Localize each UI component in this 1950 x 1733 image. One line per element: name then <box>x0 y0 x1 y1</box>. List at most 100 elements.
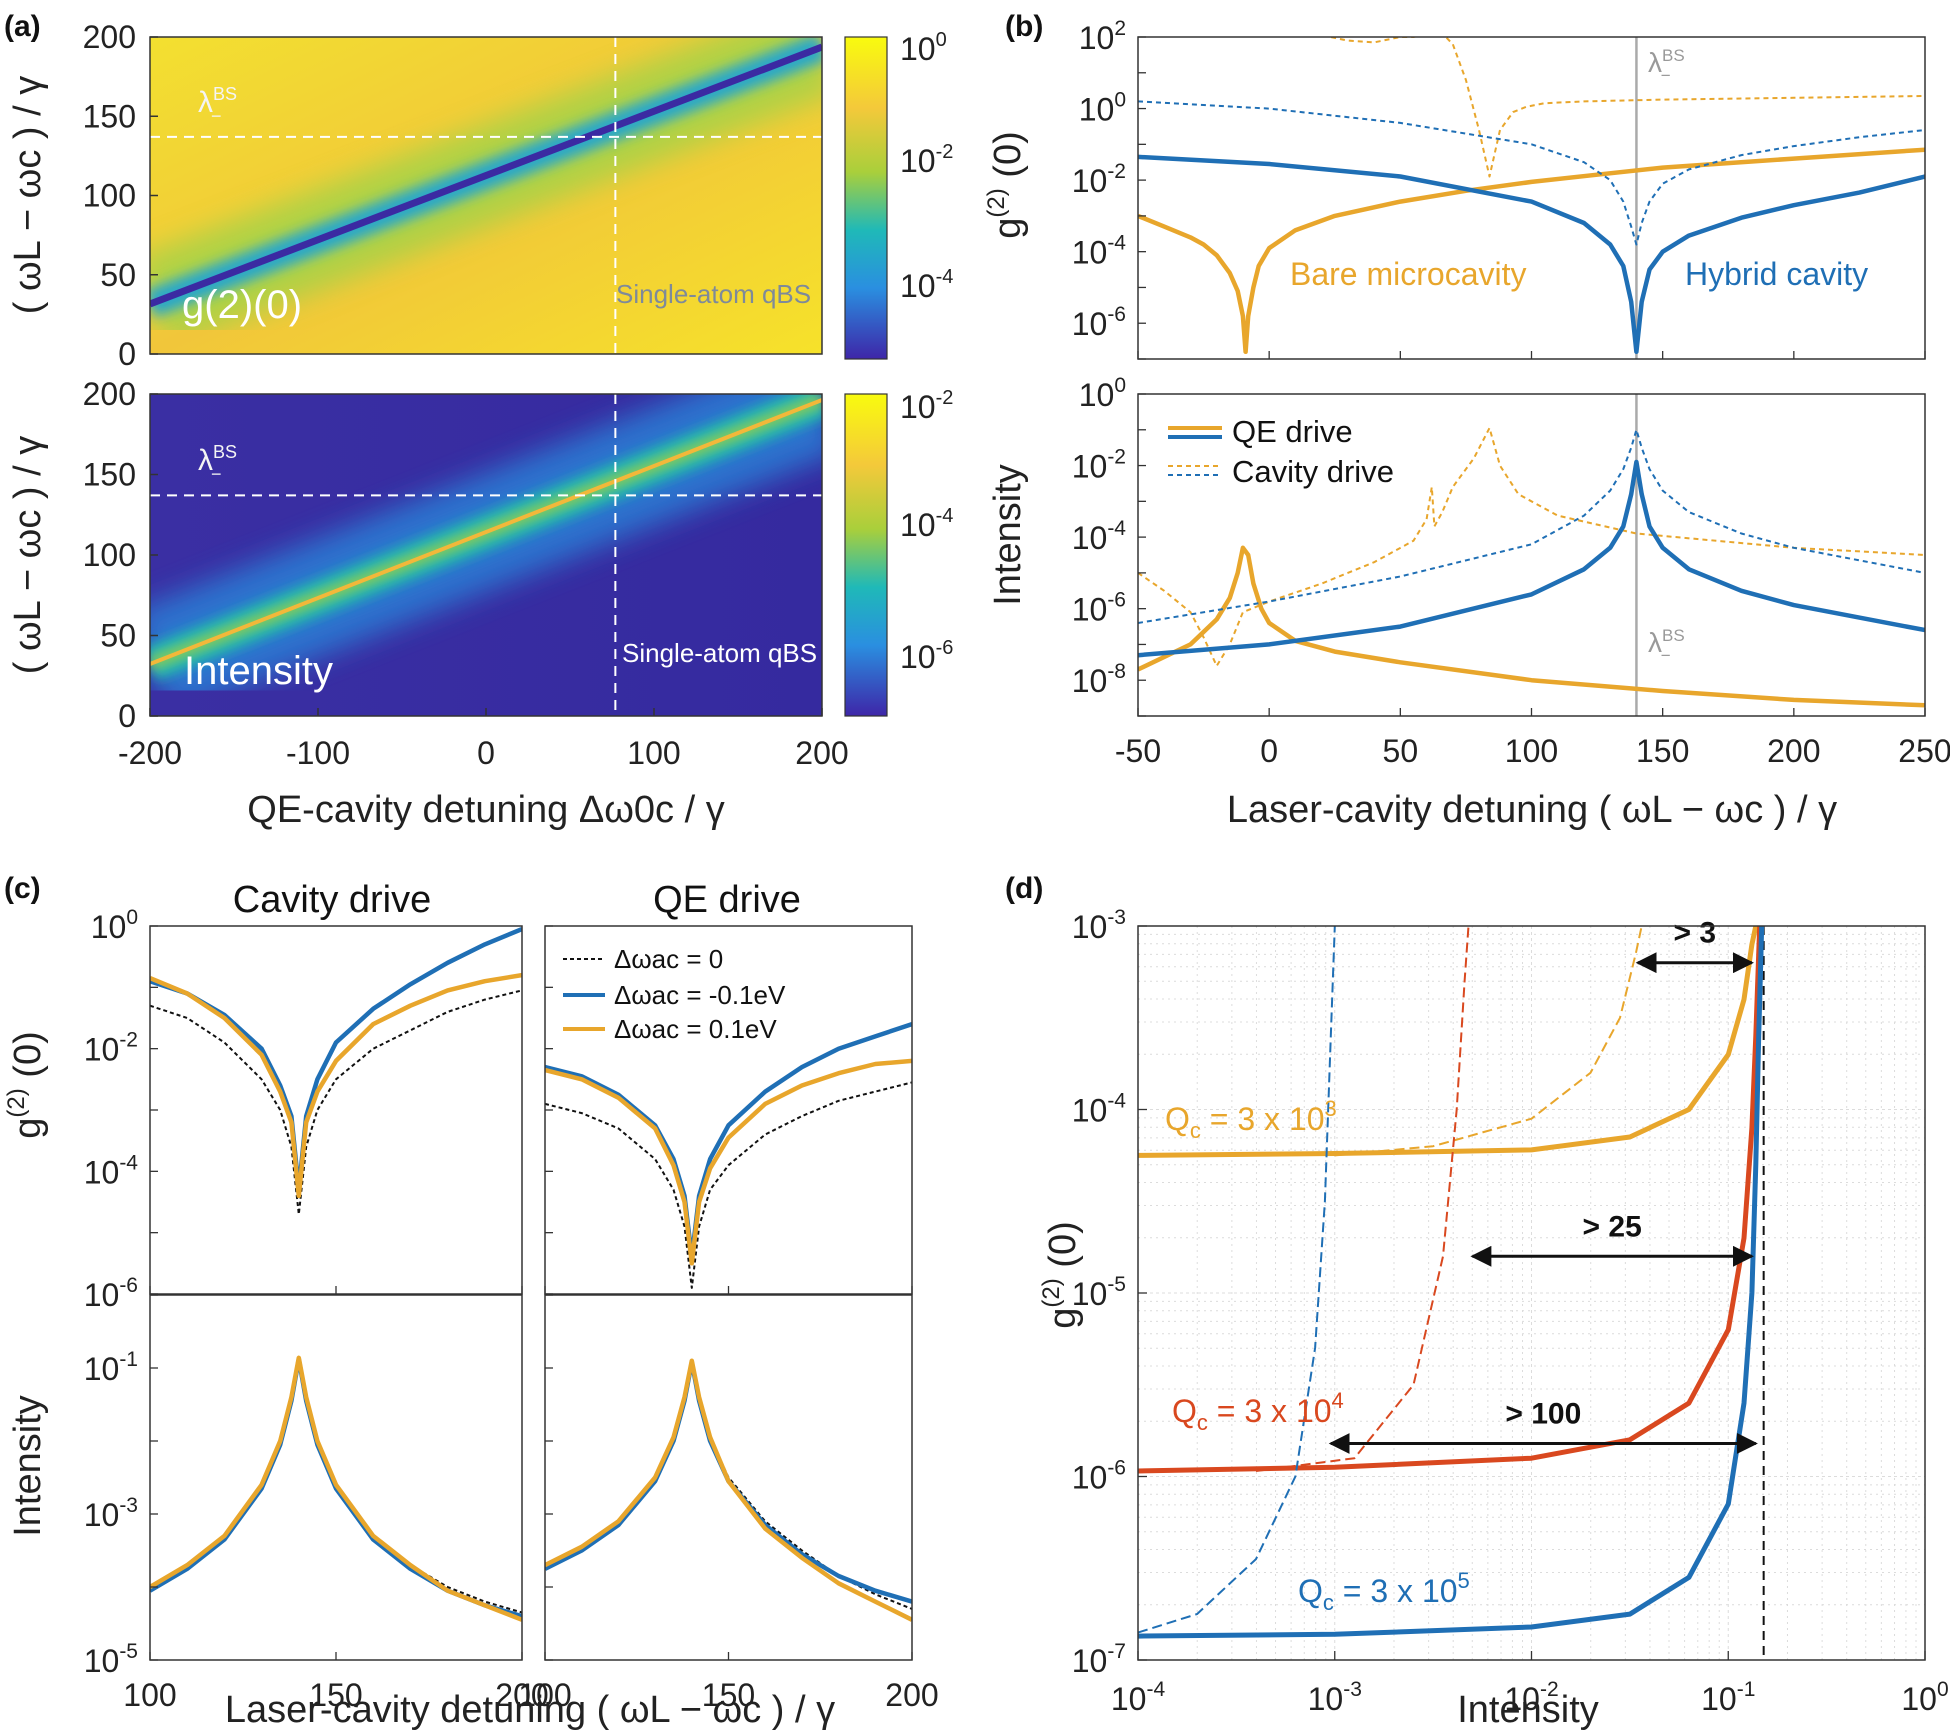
d-y-label: g(2) (0) <box>1038 1221 1084 1328</box>
series-hybrid-cavity-drive <box>1138 428 1925 624</box>
series--ac-0-1ev <box>150 972 522 1199</box>
colorbar-a-bottom <box>844 393 888 717</box>
qbs-annotation: Single-atom qBS <box>616 279 811 309</box>
series-group <box>1138 427 1925 708</box>
axes-background <box>1138 394 1925 716</box>
series-qc-3-x-10-5-solid- <box>1138 926 1765 1639</box>
series-group <box>545 1358 912 1622</box>
legend-c: Δωac = 0 Δωac = -0.1eV Δωac = 0.1eV <box>563 944 786 1044</box>
series--ac-0 <box>545 1081 912 1289</box>
a-bottom-y-axis: 0 50 100 150 200 <box>83 376 158 734</box>
b-x-label: Laser-cavity detuning ( ωL − ωc ) / γ <box>1227 789 1837 831</box>
y-tick-label: 10-7 <box>1072 1640 1126 1679</box>
y-tick-label: 150 <box>83 98 136 134</box>
legend-qe-drive: QE drive <box>1232 414 1353 449</box>
series-group <box>545 1021 912 1289</box>
series-group <box>150 927 522 1216</box>
b-bottom-y-label: Intensity <box>987 464 1029 606</box>
x-tick-label: 100 <box>518 1677 571 1713</box>
y-tick-label: 10-6 <box>84 1274 138 1313</box>
y-tick-label: 10-3 <box>84 1494 138 1533</box>
series-bare-microcavity-qe-drive <box>1138 147 1925 355</box>
series--ac-0-1ev <box>545 1058 912 1266</box>
series-qc-3-x-10-5-dashed- <box>1138 926 1336 1634</box>
legend-dwac-minus: Δωac = -0.1eV <box>614 980 786 1010</box>
y-tick-label: 50 <box>100 257 136 293</box>
y-tick-label: 200 <box>83 19 136 55</box>
heatmap-a-bottom-title: Intensity <box>184 649 333 693</box>
colorbar-a-bottom-tick: 10-4 <box>900 505 953 543</box>
legend-dwac-0: Δωac = 0 <box>614 944 723 974</box>
x-tick-label: 10-4 <box>1111 1678 1166 1717</box>
hybrid-cavity-label: Hybrid cavity <box>1685 256 1868 292</box>
x-tick-label: 150 <box>702 1677 755 1713</box>
series-bare-microcavity-cavity-drive <box>1325 37 1925 178</box>
y-tick-label: 0 <box>118 698 136 734</box>
heatmap-a-top-minimum-line <box>150 43 822 308</box>
x-tick-label: 200 <box>795 735 848 771</box>
series-qc-3-x-10-4-solid- <box>1138 926 1763 1474</box>
y-tick-label: 10-8 <box>1072 660 1126 699</box>
x-tick-label: -50 <box>1115 733 1161 769</box>
y-tick-label: 100 <box>91 906 138 945</box>
colorbar-a-top-tick: 10-2 <box>900 141 953 179</box>
y-tick-label: 102 <box>1079 17 1126 56</box>
x-tick-label: 200 <box>495 1677 548 1713</box>
axes-background <box>1138 37 1925 359</box>
x-tick-label: 10-1 <box>1701 1678 1755 1717</box>
plot-c-top-right <box>544 925 913 1295</box>
x-tick-label: 100 <box>1901 1678 1948 1717</box>
y-tick-label: 10-2 <box>84 1029 138 1068</box>
x-tick-label: 200 <box>1767 733 1820 769</box>
ratio-arrow-label: > 25 <box>1583 1210 1642 1243</box>
b-top-y-label: g(2) (0) <box>983 131 1029 238</box>
a-top-y-axis: 0 50 100 150 200 <box>83 19 158 372</box>
ratio-arrow-label: > 3 <box>1674 917 1717 950</box>
y-tick-label: 10-4 <box>84 1151 139 1190</box>
y-tick-label: 10-2 <box>1072 160 1126 199</box>
x-tick-label: 0 <box>477 735 495 771</box>
series-bare-qe-drive <box>1138 545 1925 708</box>
c-top-y-label: g(2) (0) <box>3 1031 49 1138</box>
series-hybrid-cavity-qe-drive <box>1138 154 1925 355</box>
legend-b: QE drive Cavity drive <box>1168 414 1394 489</box>
panel-label-b: (b) <box>1005 10 1043 43</box>
x-tick-label: 150 <box>309 1677 362 1713</box>
a-bottom-y-label: ( ωL − ωc ) / γ <box>7 436 49 674</box>
y-tick-label: 10-4 <box>1072 232 1127 271</box>
series-bare-cavity-drive <box>1138 427 1925 667</box>
q-factor-label: Qc = 3 x 105 <box>1298 1568 1470 1615</box>
y-tick-label: 10-2 <box>1072 446 1126 485</box>
series-group <box>1138 926 1765 1660</box>
x-tick-label: 150 <box>1636 733 1689 769</box>
x-tick-label: 50 <box>1383 733 1419 769</box>
ratio-arrow-label: > 100 <box>1505 1397 1581 1430</box>
y-tick-label: 10-5 <box>84 1640 138 1679</box>
x-tick-label: 100 <box>627 735 680 771</box>
colorbar-a-top-tick: 10-4 <box>900 266 953 304</box>
series-group <box>150 1355 522 1622</box>
panel-label-d: (d) <box>1005 872 1043 905</box>
grid <box>1138 926 1925 1660</box>
series-group <box>1138 37 1925 355</box>
x-tick-label: 10-3 <box>1308 1678 1362 1717</box>
series-qc-3-x-10-4-dashed- <box>1255 926 1470 1472</box>
d-x-label: Intensity <box>1457 1689 1599 1731</box>
c-title-qe-drive: QE drive <box>653 879 801 921</box>
plot-c-top-left: 100 10-2 10-4 10-6 <box>84 906 523 1313</box>
axes-background <box>545 926 912 1294</box>
plot-b-top: 102 100 10-2 10-4 10-6 <box>1072 17 1926 360</box>
axes-background <box>150 1295 522 1660</box>
legend-cavity-drive: Cavity drive <box>1232 454 1394 489</box>
panel-label-a: (a) <box>4 10 41 43</box>
x-tick-label: 100 <box>123 1677 176 1713</box>
series--ac-0 <box>150 989 522 1216</box>
y-tick-label: 10-4 <box>1072 1090 1127 1129</box>
y-tick-label: 150 <box>83 457 136 493</box>
bare-microcavity-label: Bare microcavity <box>1290 256 1527 292</box>
y-tick-label: 10-6 <box>1072 589 1126 628</box>
x-tick-label: 0 <box>1260 733 1278 769</box>
colorbar-a-bottom-tick: 10-2 <box>900 387 953 425</box>
